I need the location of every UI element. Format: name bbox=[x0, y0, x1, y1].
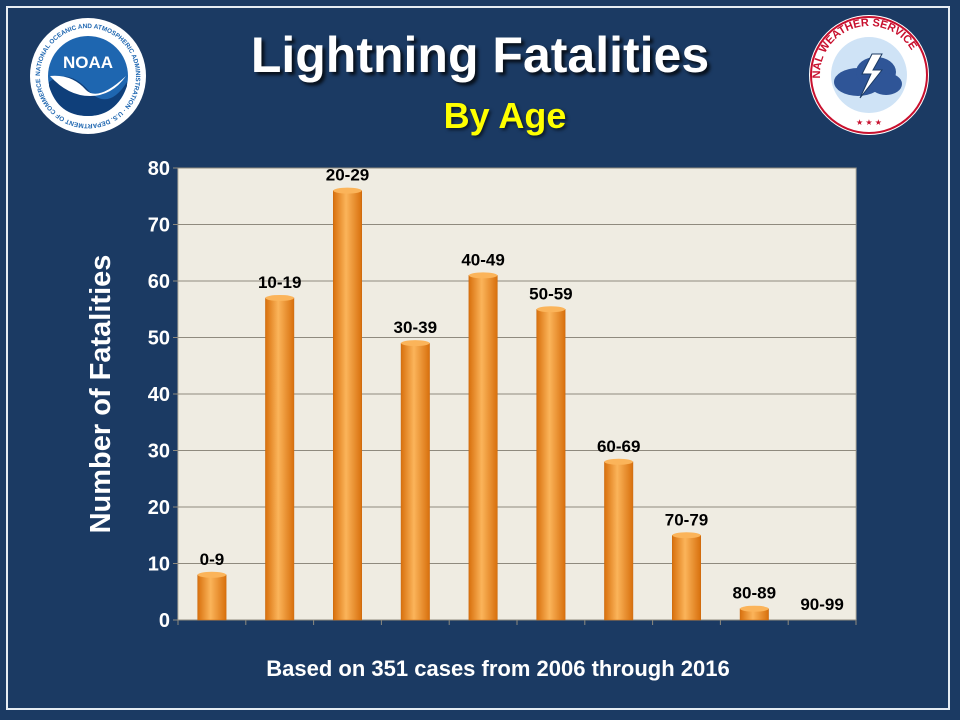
bar-top-60-69 bbox=[604, 458, 633, 465]
bar-60-69 bbox=[604, 461, 634, 621]
data-label-20-29: 20-29 bbox=[326, 166, 369, 185]
chart-subtitle: By Age bbox=[443, 95, 567, 136]
bar-0-9 bbox=[197, 574, 227, 621]
nws-logo: NATIONAL WEATHER SERVICE ★ ★ ★ bbox=[808, 14, 929, 135]
y-tick-label: 50 bbox=[148, 328, 170, 350]
bar-top-80-89 bbox=[740, 605, 769, 612]
data-label-90-99: 90-99 bbox=[800, 595, 843, 614]
bar-top-30-39 bbox=[401, 340, 430, 347]
bar-10-19 bbox=[265, 297, 295, 621]
data-label-10-19: 10-19 bbox=[258, 273, 301, 292]
bar-top-0-9 bbox=[197, 571, 227, 578]
y-tick-label: 0 bbox=[159, 610, 170, 632]
data-label-0-9: 0-9 bbox=[200, 550, 225, 569]
bar-top-10-19 bbox=[265, 294, 294, 301]
data-label-80-89: 80-89 bbox=[733, 584, 776, 603]
bar-70-79 bbox=[672, 535, 701, 621]
y-tick-label: 70 bbox=[148, 215, 170, 237]
data-label-70-79: 70-79 bbox=[665, 510, 708, 529]
y-tick-label: 20 bbox=[148, 497, 170, 519]
y-tick-label: 10 bbox=[148, 554, 170, 576]
bar-top-50-59 bbox=[536, 306, 566, 313]
chart-title: Lightning Fatalities bbox=[250, 27, 710, 83]
data-label-40-49: 40-49 bbox=[461, 250, 504, 269]
y-tick-label: 60 bbox=[148, 271, 170, 293]
data-label-60-69: 60-69 bbox=[597, 437, 640, 456]
bar-top-20-29 bbox=[333, 187, 362, 194]
svg-text:★ ★ ★: ★ ★ ★ bbox=[856, 118, 882, 127]
y-tick-label: 80 bbox=[148, 158, 170, 180]
noaa-logo: NOAA NATIONAL OCEANIC AND ATMOSPHERIC AD… bbox=[30, 18, 146, 134]
bar-20-29 bbox=[333, 190, 362, 621]
chart-footnote: Based on 351 cases from 2006 through 201… bbox=[266, 656, 730, 681]
data-label-50-59: 50-59 bbox=[529, 284, 572, 303]
bar-top-40-49 bbox=[468, 272, 498, 279]
bar-top-70-79 bbox=[672, 532, 701, 539]
y-axis-title: Number of Fatalities bbox=[85, 255, 117, 534]
bar-50-59 bbox=[536, 309, 566, 621]
noaa-logo-text: NOAA bbox=[63, 53, 113, 72]
bar-40-49 bbox=[468, 275, 498, 621]
data-label-30-39: 30-39 bbox=[394, 318, 437, 337]
slide-border bbox=[6, 6, 950, 710]
y-tick-label: 30 bbox=[148, 441, 170, 463]
y-tick-label: 40 bbox=[148, 384, 170, 406]
bar-30-39 bbox=[400, 342, 430, 621]
